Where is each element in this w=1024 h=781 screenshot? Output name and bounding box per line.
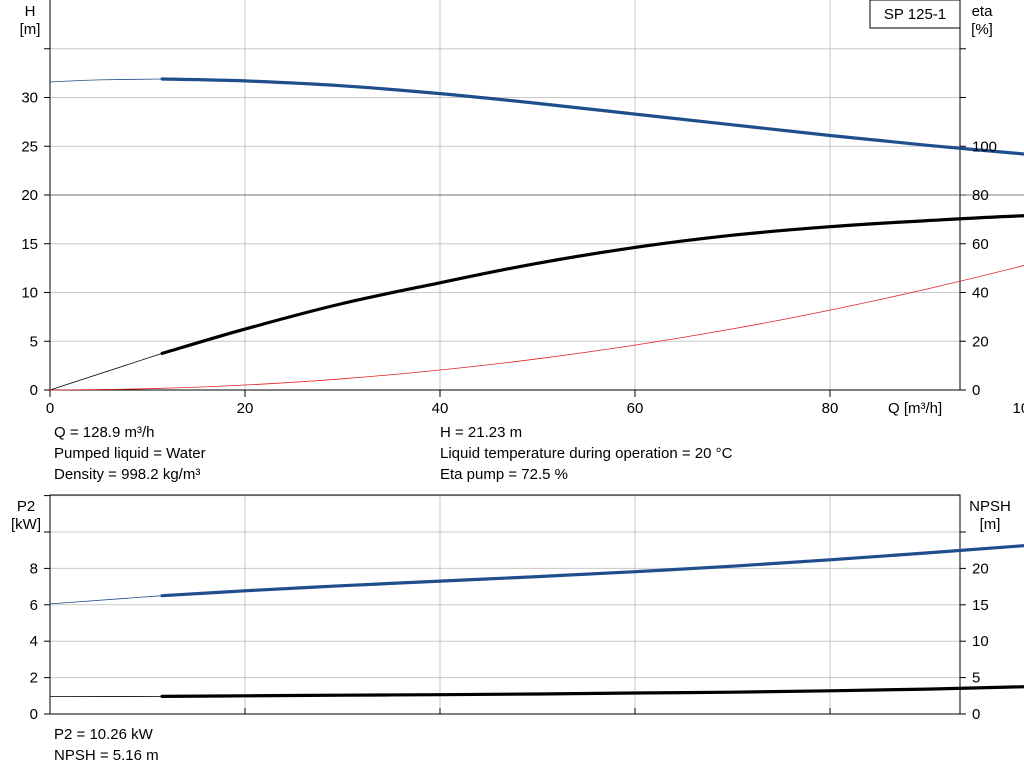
density-readout: Density = 998.2 kg/m³ — [54, 466, 201, 483]
npsh-axis-label: NPSH — [969, 498, 1011, 515]
h-tick-label: 10 — [21, 285, 38, 302]
npsh-tick-label: 0 — [972, 706, 980, 723]
head-readout: H = 21.23 m — [440, 424, 523, 441]
p2-extension-curve — [49, 595, 163, 605]
npsh-tick-label: 10 — [972, 633, 989, 650]
p2-curve — [160, 544, 1024, 598]
x-tick-label: 80 — [822, 400, 839, 417]
x-tick-label: 0 — [46, 400, 54, 417]
x-tick-label: 60 — [627, 400, 644, 417]
h-tick-label: 15 — [21, 236, 38, 253]
model-label: SP 125-1 — [884, 6, 946, 23]
info-block-bottom: P2 = 10.26 kW NPSH = 5.16 m — [54, 724, 159, 766]
eta-pump-readout: Eta pump = 72.5 % — [440, 466, 568, 483]
eta-tick-label: 0 — [972, 382, 980, 399]
npsh-curve — [160, 685, 1024, 698]
eta-tick-label: 100 — [972, 138, 997, 155]
chart-curves — [49, 77, 1024, 698]
h-tick-label: 30 — [21, 90, 38, 107]
npsh-tick-label: 20 — [972, 560, 989, 577]
performance-plot-grid — [44, 0, 966, 397]
h-curve — [160, 77, 1024, 156]
info-block-left: Q = 128.9 m³/h Pumped liquid = Water Den… — [54, 422, 206, 485]
x-tick-label: 100 — [1012, 400, 1024, 417]
eta-extension-curve — [49, 353, 163, 391]
p2-tick-label: 6 — [30, 597, 38, 614]
power-npsh-plot-frame — [49, 494, 961, 715]
eta-tick-label: 20 — [972, 333, 989, 350]
npsh-tick-label: 5 — [972, 670, 980, 687]
q-axis-label: Q [m³/h] — [888, 400, 942, 417]
eta-tick-label: 60 — [972, 236, 989, 253]
info-block-right: H = 21.23 m Liquid temperature during op… — [440, 422, 732, 485]
eta-tick-label: 40 — [972, 285, 989, 302]
p2-readout: P2 = 10.26 kW — [54, 726, 153, 743]
npsh-tick-label: 15 — [972, 597, 989, 614]
flow-readout: Q = 128.9 m³/h — [54, 424, 155, 441]
eta-axis-unit: [%] — [971, 21, 993, 38]
p2-axis-label: P2 — [17, 498, 35, 515]
eta-axis-label: eta — [972, 3, 994, 20]
pumped-liquid-readout: Pumped liquid = Water — [54, 445, 206, 462]
p2-axis-unit: [kW] — [11, 516, 41, 533]
h-extension-curve — [49, 78, 163, 83]
npsh-readout: NPSH = 5.16 m — [54, 747, 159, 764]
x-tick-label: 40 — [432, 400, 449, 417]
p2-tick-label: 8 — [30, 560, 38, 577]
system-curve-curve — [49, 265, 1024, 391]
npsh-axis-unit: [m] — [980, 516, 1001, 533]
h-tick-label: 25 — [21, 138, 38, 155]
p2-tick-label: 2 — [30, 670, 38, 687]
model-label-box: SP 125-1 — [869, 0, 961, 29]
p2-tick-label: 0 — [30, 706, 38, 723]
h-axis-unit: [m] — [20, 21, 41, 38]
h-axis-label: H — [25, 3, 36, 20]
p2-tick-label: 4 — [30, 633, 38, 650]
axis-tick-labels: 0204060801001201401600510152025300204060… — [21, 90, 1024, 724]
liquid-temperature-readout: Liquid temperature during operation = 20… — [440, 445, 733, 462]
x-tick-label: 20 — [237, 400, 254, 417]
h-tick-label: 0 — [30, 382, 38, 399]
h-tick-label: 5 — [30, 333, 38, 350]
eta-curve — [160, 214, 1024, 355]
h-tick-label: 20 — [21, 187, 38, 204]
power-npsh-plot-grid — [44, 494, 966, 715]
eta-tick-label: 80 — [972, 187, 989, 204]
